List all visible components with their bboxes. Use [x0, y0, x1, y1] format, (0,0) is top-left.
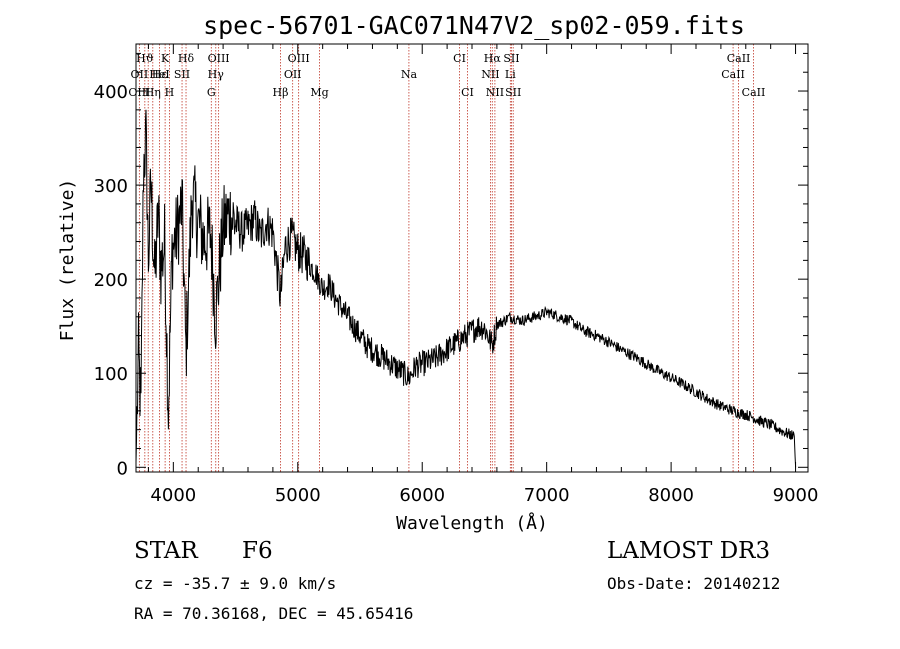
spectral-line-label: Hα	[484, 52, 502, 65]
spectral-line-label: Hγ	[208, 68, 225, 81]
spectral-line-label: OIII	[288, 52, 310, 65]
spectral-line-label: Na	[401, 68, 418, 81]
spectral-line-label: Hη	[145, 86, 161, 99]
y-tick-label: 100	[94, 364, 128, 385]
spectral-line-label: CI	[453, 52, 466, 65]
x-tick-label: 6000	[399, 485, 445, 506]
spectral-line-label: Li	[505, 68, 516, 81]
spectral-line-label: CaII	[727, 52, 751, 65]
spectral-line-label: K	[161, 52, 170, 65]
survey-name: LAMOST DR3	[607, 538, 771, 564]
y-tick-label: 400	[94, 82, 128, 103]
y-tick-label: 0	[117, 458, 128, 479]
x-tick-label: 9000	[773, 485, 819, 506]
y-tick-label: 200	[94, 270, 128, 291]
x-tick-label: 4000	[150, 485, 196, 506]
spectral-line-label: CaII	[742, 86, 766, 99]
spectral-line-label: NII	[481, 68, 499, 81]
spectral-line-label: CI	[461, 86, 474, 99]
spectral-line-label: Hβ	[273, 86, 289, 99]
line-markers	[138, 44, 754, 472]
spectral-line-label: SII	[174, 68, 190, 81]
spectral-line-label: CaII	[721, 68, 745, 81]
spectral-line-label: OII	[131, 68, 149, 81]
spectral-line-label: G	[207, 86, 216, 99]
y-axis-label: Flux (relative)	[57, 179, 78, 342]
spectral-line-label: NII	[486, 86, 504, 99]
object-class: STAR	[134, 538, 198, 564]
spectral-line-label: OII	[284, 68, 302, 81]
x-tick-label: 7000	[524, 485, 570, 506]
object-subclass: F6	[242, 538, 273, 564]
spectral-line-label: SII	[505, 86, 521, 99]
spectral-line-label: Hδ	[178, 52, 195, 65]
redshift-cz: cz = -35.7 ± 9.0 km/s	[134, 574, 337, 593]
spectral-line-label: OIII	[128, 86, 150, 99]
x-tick-label: 5000	[275, 485, 321, 506]
y-axis-ticks: 0 100 200 300 400	[94, 52, 808, 479]
spectral-line-label: HeI	[149, 68, 169, 81]
spectral-line-label: OIII	[208, 52, 230, 65]
spectrum-line	[135, 109, 797, 468]
obs-date: Obs-Date: 20140212	[607, 574, 781, 593]
spectral-line-label: Hϑ	[136, 52, 154, 65]
spectral-line-label: H	[165, 86, 175, 99]
chart-title: spec-56701-GAC071N47V2_sp02-059.fits	[203, 11, 745, 40]
x-tick-label: 8000	[648, 485, 694, 506]
x-axis-label: Wavelength (Å)	[396, 512, 548, 534]
coordinates: RA = 70.36168, DEC = 45.65416	[134, 604, 414, 623]
x-axis-ticks: 4000 5000 6000 7000 8000 9000	[147, 44, 819, 506]
spectral-line-label: Mg	[310, 86, 328, 99]
y-tick-label: 300	[94, 176, 128, 197]
spectral-line-label: Hε	[152, 68, 168, 81]
spectral-line-label: SII	[503, 52, 519, 65]
plot-frame	[135, 43, 809, 473]
